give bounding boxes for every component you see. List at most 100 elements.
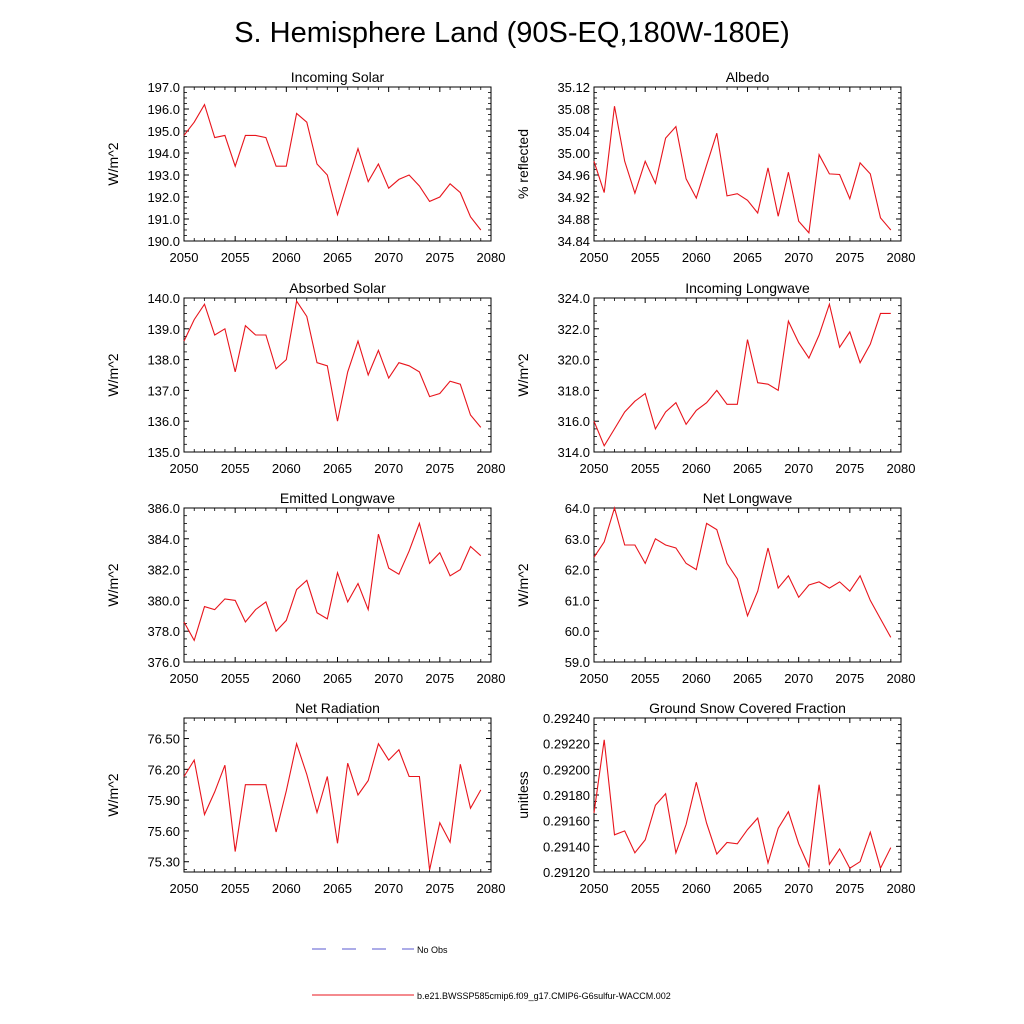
x-tick-label: 2080	[887, 250, 916, 265]
x-tick-label: 2060	[272, 461, 301, 476]
y-tick-label: 138.0	[147, 353, 180, 368]
x-tick-label: 2065	[733, 250, 762, 265]
x-tick-label: 2070	[374, 671, 403, 686]
panel-1: Albedo % reflected 2050 2055 2060 2065 2070 207…	[515, 69, 915, 265]
series-line	[183, 103, 482, 231]
y-tick-label: 61.0	[565, 593, 590, 608]
y-tick-label: 0.29120	[543, 865, 590, 880]
x-tick-label: 2050	[580, 671, 609, 686]
y-tick-label: 386.0	[147, 501, 180, 516]
y-tick-label: 60.0	[565, 624, 590, 639]
x-tick-label: 2055	[221, 881, 250, 896]
x-tick-label: 2075	[835, 881, 864, 896]
x-tick-label: 2070	[374, 881, 403, 896]
x-tick-label: 2065	[733, 461, 762, 476]
y-tick-label: 139.0	[147, 322, 180, 337]
x-tick-label: 2060	[272, 881, 301, 896]
y-tick-label: 320.0	[557, 353, 590, 368]
x-tick-label: 2075	[425, 461, 454, 476]
y-tick-label: 192.0	[147, 190, 180, 205]
x-tick-label: 2080	[477, 250, 506, 265]
x-tick-label: 2065	[733, 671, 762, 686]
y-tick-label: 0.29220	[543, 737, 590, 752]
panel-3: Incoming Longwave W/m^2 2050 2055 2060 2065 20…	[515, 280, 915, 476]
legend-model-label: b.e21.BWSSP585cmip6.f09_g17.CMIP6-G6sulf…	[417, 991, 671, 1001]
plot-frame	[183, 86, 492, 242]
series-line	[183, 741, 482, 871]
y-tick-label: 34.96	[557, 168, 590, 183]
x-tick-label: 2055	[221, 250, 250, 265]
y-tick-label: 191.0	[147, 212, 180, 227]
x-tick-label: 2070	[374, 250, 403, 265]
x-tick-label: 2055	[221, 671, 250, 686]
x-tick-label: 2050	[580, 881, 609, 896]
x-tick-label: 2060	[682, 671, 711, 686]
x-tick-label: 2065	[323, 881, 352, 896]
y-tick-label: 136.0	[147, 414, 180, 429]
panel-title: Incoming Longwave	[685, 280, 810, 296]
x-tick-label: 2055	[631, 250, 660, 265]
x-tick-label: 2065	[733, 881, 762, 896]
panel-5: Net Longwave W/m^2 2050 2055 2060 2065 2070 207…	[515, 490, 915, 686]
plot-frame	[593, 507, 902, 663]
y-axis-label: W/m^2	[105, 773, 121, 816]
x-tick-label: 2060	[682, 461, 711, 476]
y-tick-label: 63.0	[565, 532, 590, 547]
y-tick-label: 195.0	[147, 124, 180, 139]
y-tick-label: 35.12	[557, 80, 590, 95]
y-tick-label: 380.0	[147, 593, 180, 608]
figure-title: S. Hemisphere Land (90S-EQ,180W-180E)	[234, 17, 790, 49]
x-tick-label: 2055	[221, 461, 250, 476]
x-tick-label: 2055	[631, 671, 660, 686]
y-tick-label: 0.29240	[543, 711, 590, 726]
panel-title: Ground Snow Covered Fraction	[649, 700, 846, 716]
x-tick-label: 2050	[170, 671, 199, 686]
y-tick-label: 193.0	[147, 168, 180, 183]
x-tick-label: 2055	[631, 461, 660, 476]
panel-2: Absorbed Solar W/m^2 2050 2055 2060 2065 2070 2…	[105, 280, 505, 476]
y-tick-label: 0.29140	[543, 839, 590, 854]
y-axis-label: W/m^2	[515, 563, 531, 606]
y-tick-label: 197.0	[147, 80, 180, 95]
panel-title: Incoming Solar	[291, 69, 385, 85]
y-axis-label: % reflected	[515, 129, 531, 199]
y-tick-label: 62.0	[565, 563, 590, 578]
x-tick-label: 2070	[784, 250, 813, 265]
y-tick-label: 75.30	[147, 855, 180, 870]
y-tick-label: 0.29200	[543, 762, 590, 777]
y-tick-label: 34.84	[557, 234, 590, 249]
y-tick-label: 64.0	[565, 501, 590, 516]
panel-title: Albedo	[726, 69, 770, 85]
x-tick-label: 2070	[784, 881, 813, 896]
series-line	[593, 106, 892, 235]
x-tick-label: 2050	[580, 461, 609, 476]
y-tick-label: 384.0	[147, 532, 180, 547]
x-tick-label: 2075	[835, 461, 864, 476]
y-tick-label: 35.04	[557, 124, 590, 139]
panel-title: Absorbed Solar	[289, 280, 386, 296]
x-tick-label: 2070	[784, 671, 813, 686]
x-tick-label: 2075	[835, 250, 864, 265]
y-tick-label: 135.0	[147, 445, 180, 460]
plot-frame	[183, 507, 492, 663]
y-tick-label: 140.0	[147, 291, 180, 306]
panel-4: Emitted Longwave W/m^2 2050 2055 2060 2065 207…	[105, 490, 505, 686]
x-tick-label: 2070	[784, 461, 813, 476]
y-tick-label: 35.00	[557, 146, 590, 161]
y-axis-label: unitless	[515, 771, 531, 818]
x-tick-label: 2080	[477, 881, 506, 896]
panel-7: Ground Snow Covered Fraction unitless 2050…	[515, 700, 915, 896]
y-tick-label: 322.0	[557, 322, 590, 337]
plot-frame	[183, 717, 492, 873]
y-tick-label: 382.0	[147, 563, 180, 578]
x-tick-label: 2080	[887, 671, 916, 686]
y-tick-label: 318.0	[557, 383, 590, 398]
y-axis-label: W/m^2	[515, 353, 531, 396]
x-tick-label: 2065	[323, 250, 352, 265]
x-tick-label: 2060	[272, 250, 301, 265]
x-tick-label: 2050	[170, 461, 199, 476]
panel-6: Net Radiation W/m^2 2050 2055 2060 2065 2070 20…	[105, 700, 505, 896]
x-tick-label: 2050	[170, 250, 199, 265]
x-tick-label: 2060	[682, 250, 711, 265]
